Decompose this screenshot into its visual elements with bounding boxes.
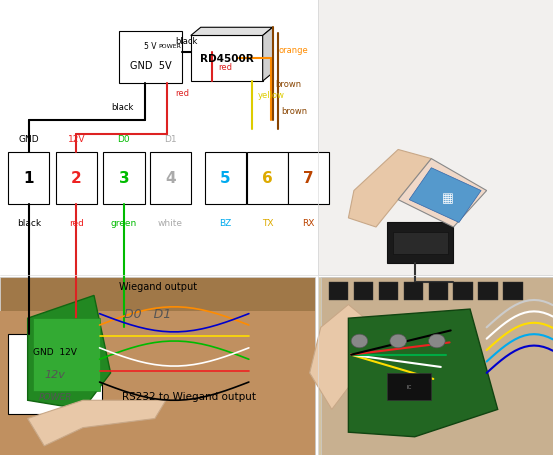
Bar [393,232,448,255]
Text: black: black [112,102,134,111]
Polygon shape [191,28,273,36]
Polygon shape [28,400,166,446]
Bar [191,36,263,82]
Polygon shape [28,296,111,410]
Text: black: black [17,218,41,228]
Text: GND  5V: GND 5V [130,61,171,71]
Text: D0: D0 [118,134,130,143]
Bar [0,278,315,455]
Bar [119,32,182,84]
Bar [387,223,453,264]
Text: GND  12V: GND 12V [33,348,77,356]
Bar [8,334,102,414]
Bar [288,152,330,205]
Text: red: red [69,218,84,228]
Text: POWER: POWER [158,44,181,49]
Text: POWER: POWER [39,392,72,401]
Text: 2: 2 [71,171,82,186]
Text: 6: 6 [262,171,273,186]
Text: ▦: ▦ [442,192,454,204]
Text: black: black [175,37,198,46]
Bar [0,311,315,455]
Bar [8,152,50,205]
Bar [205,152,246,205]
Text: orange: orange [279,46,309,55]
Bar [478,282,498,300]
Text: 1: 1 [24,171,34,186]
Circle shape [390,334,406,348]
Polygon shape [398,159,487,228]
Text: TX: TX [262,218,273,228]
Text: yellow: yellow [257,91,284,100]
Text: 12v: 12v [45,369,66,379]
Bar [429,282,448,300]
Text: BZ: BZ [220,218,232,228]
Text: Wiegand output: Wiegand output [119,282,197,292]
Text: brown: brown [275,80,301,89]
Text: 3: 3 [118,171,129,186]
Text: 5: 5 [220,171,231,186]
Text: IC: IC [406,384,412,389]
Text: D0   D1: D0 D1 [124,308,171,320]
Text: red: red [176,89,190,98]
Text: brown: brown [281,107,307,116]
Bar [33,318,100,391]
Text: RX: RX [302,218,315,228]
Polygon shape [409,168,481,223]
Polygon shape [348,150,431,228]
Text: RS232 to Wiegand output: RS232 to Wiegand output [122,391,255,401]
Bar [103,152,145,205]
Polygon shape [348,309,498,437]
Text: 12V: 12V [67,134,85,143]
Polygon shape [263,28,273,82]
Bar [453,282,473,300]
Text: white: white [158,218,183,228]
Text: red: red [218,63,232,72]
Bar [149,152,191,205]
Text: 4: 4 [165,171,176,186]
Polygon shape [310,305,376,410]
Bar [329,282,348,300]
Bar [318,278,553,455]
Text: 7: 7 [303,171,314,186]
Text: GND: GND [18,134,39,143]
Bar [247,152,289,205]
Text: 5 V: 5 V [144,42,157,51]
Bar [318,0,553,275]
Bar [321,278,553,455]
Circle shape [351,334,368,348]
Bar [379,282,398,300]
Text: green: green [111,218,137,228]
Bar [55,152,97,205]
Circle shape [429,334,445,348]
Text: RD4500R: RD4500R [200,54,254,64]
Bar [387,373,431,400]
Bar [503,282,523,300]
Bar [404,282,423,300]
Bar [354,282,373,300]
Text: D1: D1 [164,134,176,143]
